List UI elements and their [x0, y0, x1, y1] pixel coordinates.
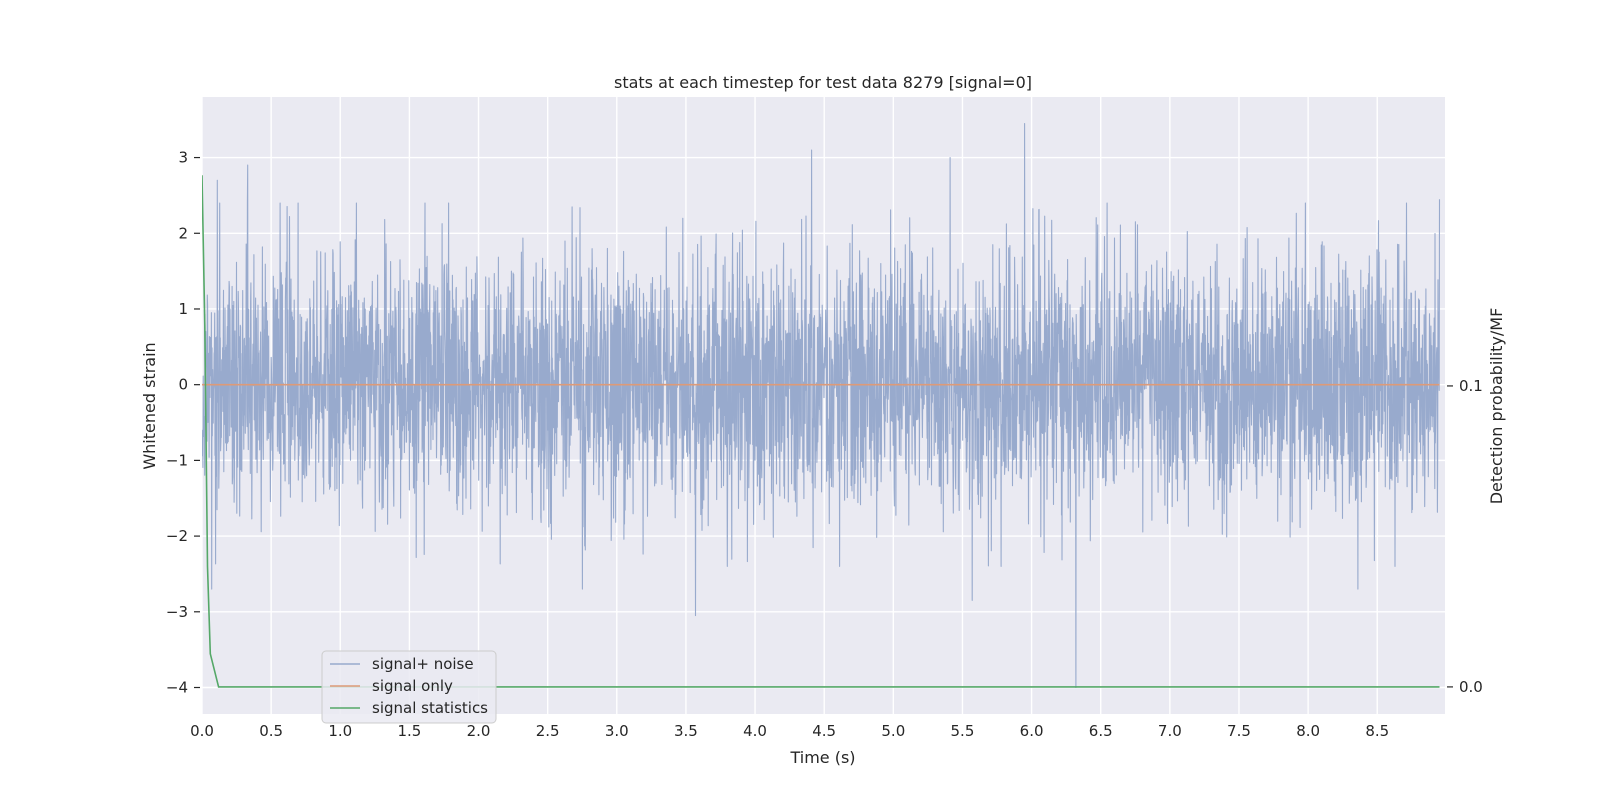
- y-tick-label: 3: [178, 149, 188, 167]
- x-tick-label: 6.5: [1089, 722, 1113, 740]
- series-signal-plus-noise: [202, 122, 1441, 689]
- x-tick-label: 5.0: [881, 722, 905, 740]
- legend-label-statistics: signal statistics: [372, 699, 488, 717]
- x-tick-label: 6.0: [1020, 722, 1044, 740]
- y-tick-label: −2: [166, 527, 188, 545]
- y2-axis-label: Detection probability/MF: [1487, 308, 1506, 505]
- y-tick-label: −3: [166, 603, 188, 621]
- y2-tick-label: 0.1: [1459, 377, 1483, 395]
- x-tick-label: 1.0: [328, 722, 352, 740]
- x-tick-label: 2.0: [467, 722, 491, 740]
- legend-label-noise: signal+ noise: [372, 655, 474, 673]
- y2-ticks: 0.1 0.0: [1447, 377, 1483, 696]
- x-ticks: 0.0 0.5 1.0 1.5 2.0 2.5 3.0 3.5 4.0 4.5 5.0 5.5 6.0 6…: [190, 722, 1389, 740]
- x-tick-label: 4.5: [812, 722, 836, 740]
- y2-tick-label: 0.0: [1459, 678, 1483, 696]
- x-tick-label: 8.0: [1296, 722, 1320, 740]
- x-tick-label: 5.5: [951, 722, 975, 740]
- y-ticks: 3 2 1 0 −1 −2 −3 −4: [166, 149, 200, 697]
- x-tick-label: 3.0: [605, 722, 629, 740]
- y-axis-label: Whitened strain: [140, 342, 159, 469]
- x-tick-label: 1.5: [397, 722, 421, 740]
- legend-box: [321, 650, 497, 724]
- y-tick-label: 2: [178, 224, 188, 242]
- x-axis-label: Time (s): [789, 748, 855, 767]
- x-tick-label: 8.5: [1365, 722, 1389, 740]
- y-tick-label: −4: [166, 679, 188, 697]
- legend: signal+ noise signal only signal statist…: [321, 650, 497, 724]
- x-tick-label: 0.5: [259, 722, 283, 740]
- chart-title: stats at each timestep for test data 827…: [614, 73, 1032, 92]
- x-tick-label: 3.5: [674, 722, 698, 740]
- x-tick-label: 2.5: [536, 722, 560, 740]
- y-tick-label: 1: [178, 300, 188, 318]
- x-tick-label: 4.0: [743, 722, 767, 740]
- x-tick-label: 7.0: [1158, 722, 1182, 740]
- y-tick-label: −1: [166, 451, 188, 469]
- x-tick-label: 0.0: [190, 722, 214, 740]
- legend-label-signal: signal only: [372, 677, 453, 695]
- x-tick-label: 7.5: [1227, 722, 1251, 740]
- y-tick-label: 0: [178, 376, 188, 394]
